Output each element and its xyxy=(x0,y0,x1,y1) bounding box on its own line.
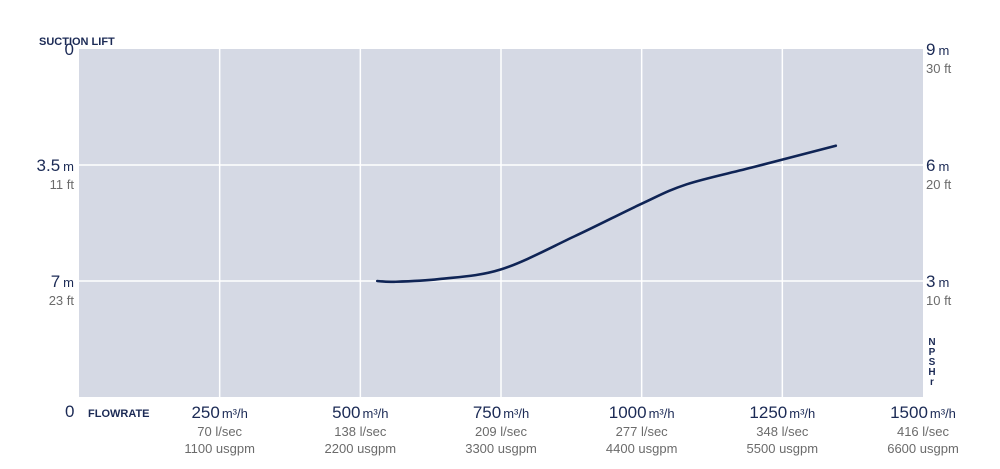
left-tick-label: 0 xyxy=(65,40,74,59)
right-tick-label: 3 m 10 ft xyxy=(926,272,952,308)
x-tick-sub-lsec: 70 l/sec xyxy=(197,424,242,439)
right-tick-label: 9 m 30 ft xyxy=(926,40,952,76)
npshr-letter: r xyxy=(930,377,934,388)
x-tick-label: 500 m³/h 138 l/sec 2200 usgpm xyxy=(325,403,397,456)
x-tick-sub-usgpm: 2200 usgpm xyxy=(325,441,397,456)
npshr-letter: S xyxy=(929,357,936,368)
x-tick-main: 250 m³/h xyxy=(191,403,247,422)
x-tick-sub-usgpm: 5500 usgpm xyxy=(747,441,819,456)
x-tick-sub-usgpm: 3300 usgpm xyxy=(465,441,537,456)
npshr-letter: N xyxy=(928,337,935,348)
right-tick-label: 6 m 20 ft xyxy=(926,156,952,192)
x-tick-label: 1000 m³/h 277 l/sec 4400 usgpm xyxy=(606,403,678,456)
x-tick-sub-lsec: 348 l/sec xyxy=(756,424,809,439)
npshr-letter: H xyxy=(928,367,935,378)
grid-lines xyxy=(79,49,923,397)
x-axis-ticks: 250 m³/h 70 l/sec 1100 usgpm 500 m³/h 138 l/se… xyxy=(184,403,958,456)
x-tick-label: 1500 m³/h 416 l/sec 6600 usgpm xyxy=(887,403,959,456)
x-tick-sub-lsec: 277 l/sec xyxy=(616,424,669,439)
left-tick-main: 3.5 m xyxy=(37,156,74,175)
left-tick-label: 7 m 23 ft xyxy=(49,272,75,308)
x-tick-sub-lsec: 138 l/sec xyxy=(334,424,387,439)
right-axis-ticks: 9 m 30 ft 6 m 20 ft 3 m 10 ft xyxy=(926,40,952,308)
x-tick-sub-lsec: 209 l/sec xyxy=(475,424,528,439)
x-tick-label: 1250 m³/h 348 l/sec 5500 usgpm xyxy=(747,403,819,456)
x-tick-main: 1250 m³/h xyxy=(749,403,815,422)
left-tick-main: 0 xyxy=(65,40,74,59)
left-axis-ticks: 0 3.5 m 11 ft 7 m 23 ft xyxy=(37,40,75,308)
x-tick-label: 250 m³/h 70 l/sec 1100 usgpm xyxy=(184,403,255,456)
x-tick-main: 1500 m³/h xyxy=(890,403,956,422)
x-tick-label: 750 m³/h 209 l/sec 3300 usgpm xyxy=(465,403,537,456)
right-tick-sub: 10 ft xyxy=(926,293,952,308)
right-tick-sub: 20 ft xyxy=(926,177,952,192)
x-tick-main: 750 m³/h xyxy=(473,403,529,422)
left-tick-label: 3.5 m 11 ft xyxy=(37,156,75,192)
x-tick-sub-lsec: 416 l/sec xyxy=(897,424,950,439)
x-tick-sub-usgpm: 6600 usgpm xyxy=(887,441,959,456)
right-tick-sub: 30 ft xyxy=(926,61,952,76)
left-axis-title: SUCTION LIFT xyxy=(39,36,115,48)
x-axis-title: FLOWRATE xyxy=(88,408,150,420)
x-tick-sub-usgpm: 4400 usgpm xyxy=(606,441,678,456)
npshr-curve xyxy=(375,144,838,284)
x-tick-main: 500 m³/h xyxy=(332,403,388,422)
npshr-letter: P xyxy=(929,347,936,358)
left-tick-sub: 23 ft xyxy=(49,293,75,308)
x-origin-label: 0 xyxy=(65,402,74,421)
left-tick-sub: 11 ft xyxy=(50,177,75,192)
x-tick-sub-usgpm: 1100 usgpm xyxy=(184,441,255,456)
x-tick-main: 1000 m³/h xyxy=(609,403,675,422)
